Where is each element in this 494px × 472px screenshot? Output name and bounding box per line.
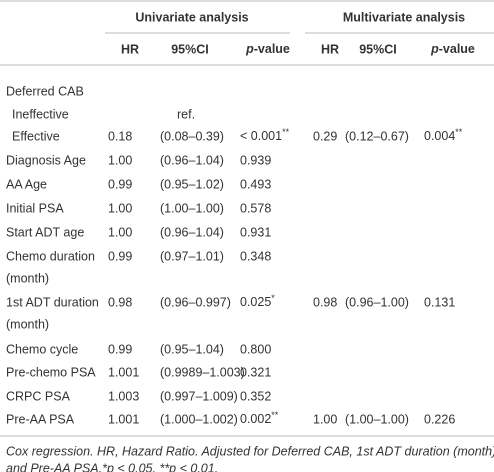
cell: 0.931 xyxy=(240,225,271,239)
cell: (0.997–1.009) xyxy=(160,389,238,403)
row-label: Pre-chemo PSA xyxy=(6,365,96,379)
cell: (0.96–1.04) xyxy=(160,153,224,167)
cell: (0.96–1.04) xyxy=(160,225,224,239)
cell: (0.9989–1.003) xyxy=(160,365,245,379)
cell: (0.96–0.997) xyxy=(160,295,231,309)
cell: 1.003 xyxy=(108,389,139,403)
cell: 0.98 xyxy=(108,295,132,309)
cell: 0.99 xyxy=(108,342,132,356)
row-label: Chemo duration xyxy=(6,249,95,263)
cell: 0.226 xyxy=(424,412,455,426)
row-label: (month) xyxy=(6,317,49,331)
cell: (0.96–1.00) xyxy=(345,295,409,309)
value: < 0.001 xyxy=(240,129,282,143)
italic: p xyxy=(430,42,439,56)
cell: 0.99 xyxy=(108,177,132,191)
row-label: Initial PSA xyxy=(6,201,64,215)
row-label: (month) xyxy=(6,271,49,285)
superscript: ** xyxy=(271,410,279,420)
cell: 0.29 xyxy=(313,129,337,143)
cell: (0.08–0.39) xyxy=(160,129,224,143)
cell: (1.00–1.00) xyxy=(345,412,409,426)
row-label: AA Age xyxy=(6,177,47,191)
cell: 1.00 xyxy=(108,201,132,215)
cell: 0.004** xyxy=(424,127,463,143)
cell: 1.00 xyxy=(313,412,337,426)
text: -value xyxy=(254,42,290,56)
footnote: Cox regression. HR, Hazard Ratio. Adjust… xyxy=(6,444,494,458)
cell: 0.131 xyxy=(424,295,455,309)
row-label: Ineffective xyxy=(12,107,69,121)
cell: (0.97–1.01) xyxy=(160,249,224,263)
column-header: 95%CI xyxy=(171,42,209,56)
value: 0.002 xyxy=(240,412,271,426)
cell: ref. xyxy=(177,107,195,121)
row-label: Chemo cycle xyxy=(6,342,78,356)
cell: 0.800 xyxy=(240,342,271,356)
cell: (1.000–1.002) xyxy=(160,412,238,426)
cell: (0.95–1.02) xyxy=(160,177,224,191)
superscript: ** xyxy=(282,127,290,137)
cell: 0.352 xyxy=(240,389,271,403)
cell: (0.95–1.04) xyxy=(160,342,224,356)
text: -value xyxy=(439,42,475,56)
cell: 1.001 xyxy=(108,365,139,379)
column-header: p-value xyxy=(245,42,290,56)
row-label: Diagnosis Age xyxy=(6,153,86,167)
column-header: HR xyxy=(321,42,339,56)
cell: 0.99 xyxy=(108,249,132,263)
cell: 0.18 xyxy=(108,129,132,143)
cell: 1.00 xyxy=(108,225,132,239)
column-header: 95%CI xyxy=(359,42,397,56)
cell: 0.321 xyxy=(240,365,271,379)
italic: p xyxy=(245,42,254,56)
row-label: Start ADT age xyxy=(6,225,84,239)
column-header: HR xyxy=(121,42,139,56)
group-header: Multivariate analysis xyxy=(343,10,465,24)
row-label: CRPC PSA xyxy=(6,389,71,403)
cell: 0.493 xyxy=(240,177,271,191)
cell: (1.00–1.00) xyxy=(160,201,224,215)
row-label: Pre-AA PSA xyxy=(6,412,75,426)
footnote: and Pre-AA PSA.*p < 0.05, **p < 0.01. xyxy=(6,461,218,472)
cell: 0.025* xyxy=(240,293,275,309)
cell: 0.002** xyxy=(240,410,279,426)
cell: 0.578 xyxy=(240,201,271,215)
cell: 1.001 xyxy=(108,412,139,426)
cell: 0.348 xyxy=(240,249,271,263)
group-header: Univariate analysis xyxy=(135,10,248,24)
row-label: Effective xyxy=(12,129,60,143)
value: 0.025 xyxy=(240,295,271,309)
value: 0.004 xyxy=(424,129,455,143)
superscript: * xyxy=(271,293,275,303)
cell: 0.939 xyxy=(240,153,271,167)
row-label: 1st ADT duration xyxy=(6,295,99,309)
row-label: Deferred CAB xyxy=(6,84,84,98)
cell: (0.12–0.67) xyxy=(345,129,409,143)
cell: 0.98 xyxy=(313,295,337,309)
cell: 1.00 xyxy=(108,153,132,167)
column-header: p-value xyxy=(430,42,475,56)
cell: < 0.001** xyxy=(240,127,290,143)
superscript: ** xyxy=(455,127,463,137)
